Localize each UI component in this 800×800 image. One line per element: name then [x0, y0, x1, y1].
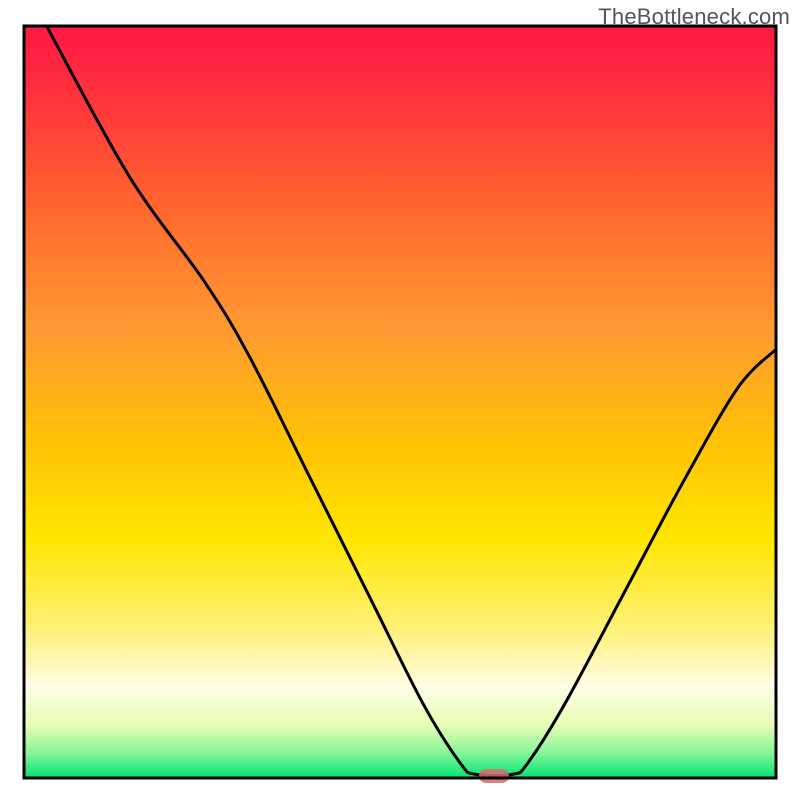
optimal-marker — [479, 769, 509, 783]
chart-container: TheBottleneck.com — [0, 0, 800, 800]
bottleneck-chart — [0, 0, 800, 800]
watermark-text: TheBottleneck.com — [598, 4, 790, 30]
gradient-background — [24, 26, 776, 778]
